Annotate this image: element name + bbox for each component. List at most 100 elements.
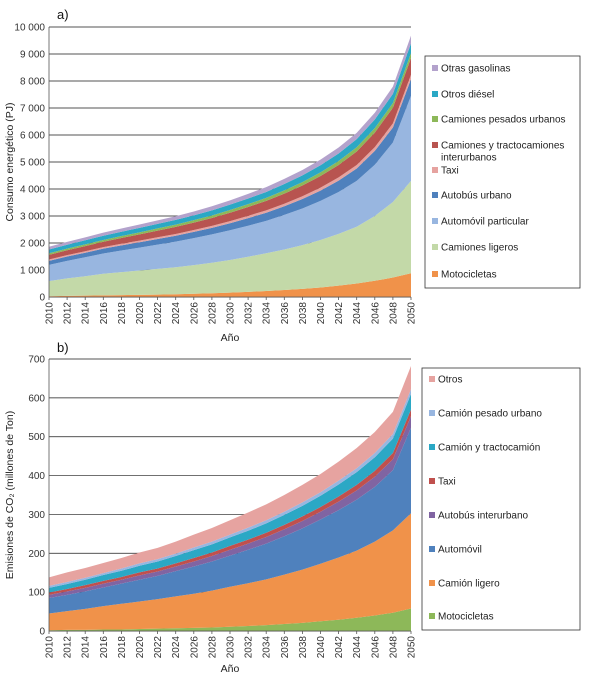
x-tick-label: 2026 xyxy=(189,302,200,325)
panel-label: b) xyxy=(57,340,69,355)
y-tick-label: 0 xyxy=(39,627,45,638)
legend-swatch xyxy=(429,478,435,484)
legend-swatch xyxy=(432,116,438,122)
y-tick-label: 700 xyxy=(28,355,45,366)
y-tick-label: 6 000 xyxy=(20,131,45,142)
legend-box xyxy=(424,55,581,289)
y-tick-label: 8 000 xyxy=(20,77,45,88)
legend-swatch xyxy=(432,142,438,148)
x-tick-label: 2016 xyxy=(99,302,110,325)
x-tick-label: 2014 xyxy=(81,636,92,659)
legend-swatch xyxy=(432,271,438,277)
y-tick-label: 600 xyxy=(28,393,45,404)
x-axis-label: Año xyxy=(221,663,240,675)
x-tick-label: 2030 xyxy=(226,302,237,325)
y-tick-label: 1 000 xyxy=(20,266,45,277)
legend-label: Taxi xyxy=(438,477,456,488)
x-tick-label: 2038 xyxy=(298,302,309,325)
x-tick-label: 2038 xyxy=(298,636,309,659)
legend-label: Otros xyxy=(438,375,462,386)
y-axis-label: Emisiones de CO₂ (millones de Ton) xyxy=(4,411,16,579)
chart-panel-b: 0 100 200 300 400 500 600 700 2010 2012 2014 2016 20… xyxy=(4,340,581,675)
x-tick-label: 2022 xyxy=(153,302,164,325)
y-axis-label: Consumo energético (PJ) xyxy=(4,102,16,221)
x-tick-label: 2050 xyxy=(407,636,418,659)
x-tick-label: 2010 xyxy=(45,636,56,659)
x-tick-label: 2044 xyxy=(352,302,363,325)
area-motocicletas xyxy=(49,273,411,297)
area-camiones-y-tractocamiones-interurbanos xyxy=(49,58,411,260)
legend-label: Autobús urbano xyxy=(441,191,512,202)
y-tick-label: 100 xyxy=(28,588,45,599)
legend-label: Autobús interurbano xyxy=(438,511,529,522)
legend: Otros Camión pesado urbano Camión y tracto… xyxy=(421,367,581,631)
legend-swatch xyxy=(429,546,435,552)
area-autobús-urbano xyxy=(49,79,411,265)
legend-label: Automóvil xyxy=(438,545,482,556)
legend: Otras gasolinas Otros diésel Camiones pesa… xyxy=(424,55,581,289)
legend-swatch xyxy=(429,410,435,416)
y-tick-label: 300 xyxy=(28,510,45,521)
x-tick-label: 2026 xyxy=(189,636,200,659)
x-tick-label: 2046 xyxy=(370,302,381,325)
x-tick-label: 2048 xyxy=(388,302,399,325)
legend-label: Motocicletas xyxy=(438,612,494,623)
legend-label: Camión y tractocamión xyxy=(438,443,540,454)
legend-label: Otros diésel xyxy=(441,90,494,101)
y-tick-label: 0 xyxy=(39,293,45,304)
legend-swatch xyxy=(429,580,435,586)
y-tick-label: 4 000 xyxy=(20,185,45,196)
y-tick-label: 3 000 xyxy=(20,212,45,223)
y-tick-label: 2 000 xyxy=(20,239,45,250)
x-tick-label: 2022 xyxy=(153,636,164,659)
x-axis-label: Año xyxy=(221,332,240,344)
x-tick-label: 2050 xyxy=(407,302,418,325)
legend-swatch xyxy=(432,91,438,97)
x-tick-label: 2030 xyxy=(226,636,237,659)
legend-swatch xyxy=(429,444,435,450)
legend-swatch xyxy=(429,613,435,619)
legend-label: Camión ligero xyxy=(438,579,500,590)
legend-box xyxy=(421,367,581,631)
x-tick-label: 2010 xyxy=(45,302,56,325)
x-tick-label: 2024 xyxy=(171,636,182,659)
x-tick-label: 2034 xyxy=(262,302,273,325)
x-tick-label: 2014 xyxy=(81,302,92,325)
x-tick-label: 2044 xyxy=(352,636,363,659)
x-tick-label: 2048 xyxy=(388,636,399,659)
y-tick-label: 500 xyxy=(28,432,45,443)
area-camiones-ligeros xyxy=(49,180,411,297)
y-tick-label: 400 xyxy=(28,471,45,482)
x-tick-label: 2036 xyxy=(280,636,291,659)
legend-label: Otras gasolinas xyxy=(441,64,510,75)
x-tick-label: 2042 xyxy=(334,636,345,659)
legend-swatch xyxy=(432,244,438,250)
x-tick-label: 2040 xyxy=(316,302,327,325)
chart-panel-a: 0 1 000 2 000 3 000 4 000 5 000 6 000 7 000 8 00… xyxy=(4,7,581,344)
legend-label: Camión pesado urbano xyxy=(438,409,542,420)
x-tick-label: 2028 xyxy=(207,302,218,325)
legend-label: Motocicletas xyxy=(441,270,497,281)
legend-swatch xyxy=(432,167,438,173)
legend-label: Taxi xyxy=(441,166,459,177)
x-tick-label: 2028 xyxy=(207,636,218,659)
area-autobús-interurbano xyxy=(49,416,411,598)
y-tick-label: 7 000 xyxy=(20,104,45,115)
x-tick-label: 2040 xyxy=(316,636,327,659)
legend-label: Camiones ligeros xyxy=(441,243,518,254)
y-tick-label: 10 000 xyxy=(14,23,45,34)
x-tick-label: 2042 xyxy=(334,302,345,325)
legend-label: Camiones y tractocamiones interurbanos xyxy=(441,141,564,164)
x-tick-label: 2034 xyxy=(262,636,273,659)
x-tick-label: 2018 xyxy=(117,636,128,659)
area-camión-ligero xyxy=(49,513,411,631)
legend-label: Automóvil particular xyxy=(441,217,529,228)
x-tick-label: 2018 xyxy=(117,302,128,325)
x-tick-label: 2032 xyxy=(244,636,255,659)
x-tick-label: 2012 xyxy=(63,302,74,325)
legend-swatch xyxy=(429,376,435,382)
x-tick-label: 2032 xyxy=(244,302,255,325)
x-tick-label: 2036 xyxy=(280,302,291,325)
panel-label: a) xyxy=(57,7,69,22)
